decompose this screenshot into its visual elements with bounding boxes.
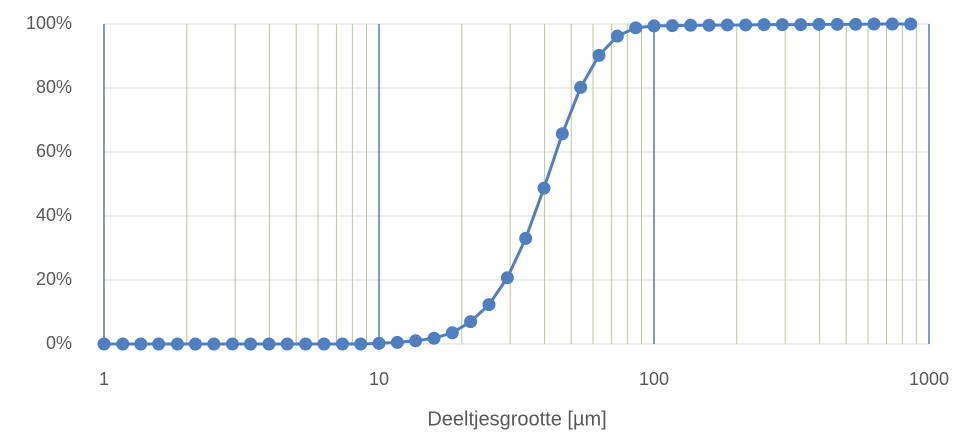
- data-point: [244, 337, 258, 351]
- data-point: [830, 17, 844, 31]
- data-point: [555, 127, 569, 141]
- x-tick-label: 1: [99, 369, 109, 389]
- y-tick-label: 20%: [36, 269, 72, 289]
- data-point: [390, 335, 404, 349]
- data-point: [867, 17, 881, 31]
- x-tick-label: 10: [369, 369, 389, 389]
- y-tick-label: 40%: [36, 205, 72, 225]
- data-point: [519, 231, 533, 245]
- data-point: [134, 337, 148, 351]
- data-point: [720, 18, 734, 32]
- data-point: [262, 337, 276, 351]
- data-point: [409, 334, 423, 348]
- y-tick-label: 0%: [46, 333, 72, 353]
- data-point: [97, 337, 111, 351]
- data-point: [354, 337, 368, 351]
- data-point: [280, 337, 294, 351]
- data-point: [629, 21, 643, 35]
- data-point: [372, 336, 386, 350]
- data-point: [610, 29, 624, 43]
- data-point: [335, 337, 349, 351]
- data-point: [464, 315, 478, 329]
- data-point: [299, 337, 313, 351]
- data-point: [812, 17, 826, 31]
- data-point: [647, 19, 661, 33]
- data-point: [574, 80, 588, 94]
- y-tick-label: 80%: [36, 77, 72, 97]
- data-point: [849, 17, 863, 31]
- x-axis-title: Deeltjesgrootte [µm]: [427, 408, 606, 430]
- data-point: [427, 331, 441, 345]
- data-point: [794, 18, 808, 32]
- data-point: [702, 18, 716, 32]
- data-point: [500, 271, 514, 285]
- x-tick-label: 1000: [909, 369, 949, 389]
- data-point: [445, 326, 459, 340]
- data-point: [775, 18, 789, 32]
- data-point: [757, 18, 771, 32]
- data-point: [665, 19, 679, 33]
- data-point: [207, 337, 221, 351]
- series-line: [104, 22, 911, 346]
- data-point: [116, 337, 130, 351]
- x-tick-label: 100: [639, 369, 669, 389]
- data-point: [684, 18, 698, 32]
- data-point: [592, 48, 606, 62]
- data-point: [482, 298, 496, 312]
- y-tick-label: 60%: [36, 141, 72, 161]
- y-tick-label: 100%: [26, 13, 72, 33]
- data-point: [170, 337, 184, 351]
- data-point: [188, 337, 202, 351]
- data-point: [317, 337, 331, 351]
- data-point: [225, 337, 239, 351]
- data-point: [885, 17, 899, 31]
- data-point: [537, 181, 551, 195]
- data-point: [739, 18, 753, 32]
- data-point: [152, 337, 166, 351]
- data-point: [904, 17, 918, 31]
